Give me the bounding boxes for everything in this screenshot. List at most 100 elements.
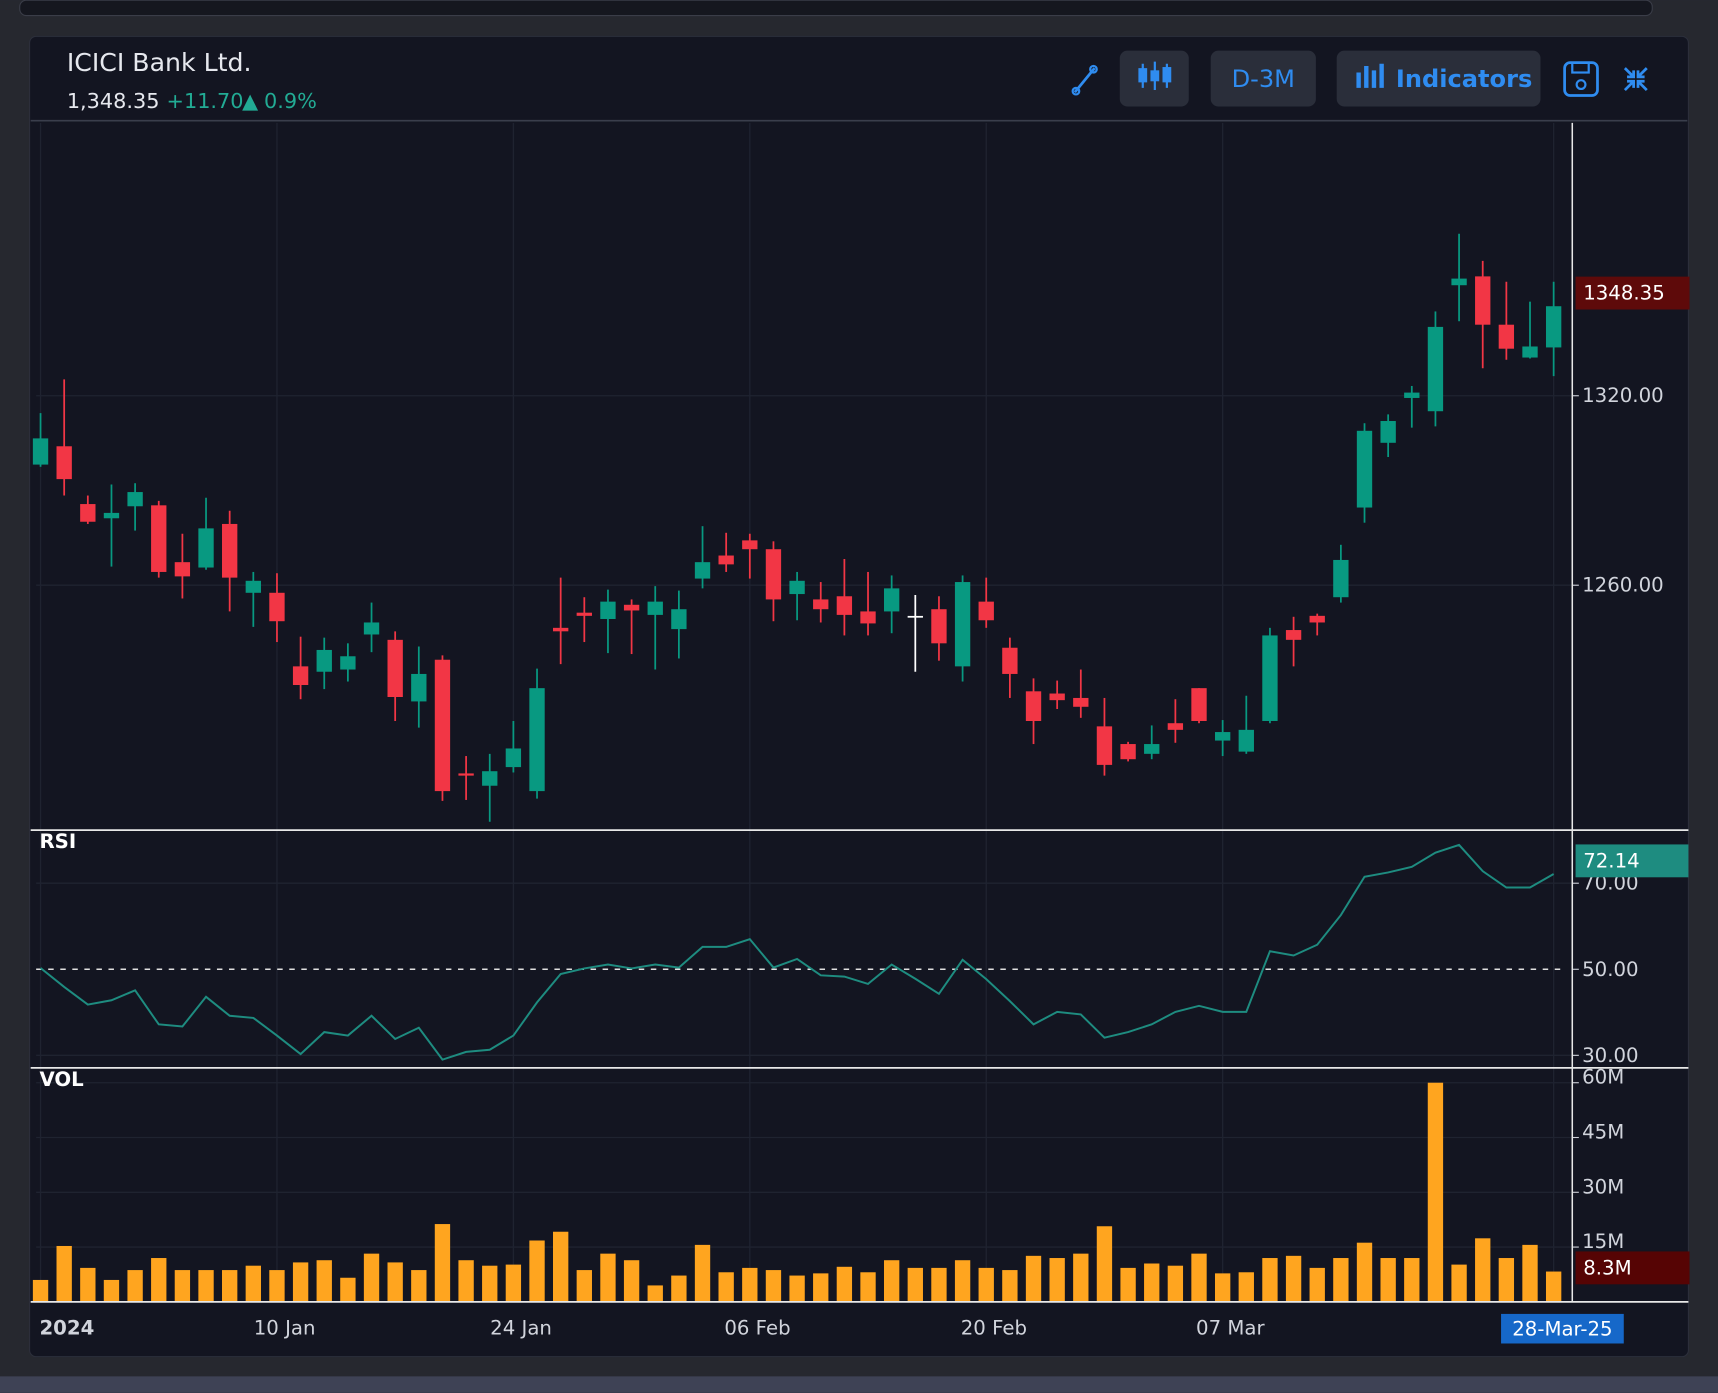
candle-body xyxy=(931,609,947,644)
candle-body xyxy=(883,588,900,612)
volume-bar xyxy=(363,1253,380,1302)
candle-body xyxy=(245,580,261,593)
candle-body xyxy=(1309,615,1325,623)
bottom-strip xyxy=(0,1376,1718,1393)
candle-body xyxy=(671,609,687,630)
volume-bar xyxy=(1049,1258,1065,1302)
chart-panel xyxy=(29,35,1689,1358)
indicators-label: Indicators xyxy=(1396,65,1532,93)
volume-bar xyxy=(694,1244,711,1302)
save-icon xyxy=(1571,61,1590,74)
last-price-bg xyxy=(1575,276,1690,310)
candle-body xyxy=(1049,693,1065,701)
volume-bar xyxy=(765,1270,782,1302)
pane-title: VOL xyxy=(39,1068,84,1091)
volume-bar xyxy=(103,1279,120,1302)
candle-body xyxy=(954,582,971,667)
volume-bar xyxy=(80,1267,96,1302)
volume-bar xyxy=(411,1270,427,1302)
candle-body xyxy=(292,666,309,685)
candle-body xyxy=(198,528,214,568)
candle-body xyxy=(1002,647,1018,674)
candle-body xyxy=(458,773,474,776)
draw-tool-button[interactable] xyxy=(1071,64,1098,96)
volume-bar xyxy=(1285,1255,1302,1302)
candle-body xyxy=(482,771,498,786)
pencil-dot xyxy=(1071,86,1081,96)
volume-bar xyxy=(482,1265,498,1302)
volume-bar xyxy=(671,1275,687,1302)
volume-bar xyxy=(553,1231,569,1302)
volume-bar xyxy=(32,1279,49,1302)
volume-bar xyxy=(340,1277,356,1302)
candle-body xyxy=(1214,732,1231,741)
volume-bar xyxy=(1238,1272,1254,1302)
volume-bar xyxy=(505,1264,522,1302)
volume-bar xyxy=(789,1275,805,1302)
candle-body xyxy=(718,555,734,565)
volume-bar xyxy=(860,1272,876,1302)
candle-body xyxy=(1262,635,1278,721)
candle-icon xyxy=(1150,70,1160,82)
volume-bar xyxy=(813,1273,829,1302)
volume-bar xyxy=(742,1267,758,1302)
x-tick-label: 2024 xyxy=(39,1317,94,1340)
y-tick-label: 45M xyxy=(1582,1121,1624,1144)
candle-body xyxy=(1522,346,1538,358)
chart-type-button[interactable] xyxy=(1119,50,1189,107)
volume-bar xyxy=(1522,1244,1538,1302)
candle-body xyxy=(434,659,451,792)
candle-body xyxy=(1025,691,1042,721)
volume-bar xyxy=(1167,1265,1184,1302)
volume-bar xyxy=(647,1285,663,1302)
collapse-button[interactable] xyxy=(1623,67,1648,92)
y-tick-label: 1260.00 xyxy=(1582,574,1664,597)
volume-bar xyxy=(1380,1258,1396,1302)
volume-bar xyxy=(718,1272,734,1302)
candle-body xyxy=(978,601,994,621)
save-button[interactable] xyxy=(1563,61,1599,97)
plot-area: 2024 10 Jan 24 Jan 06 Feb 20 Feb 07 Mar 28-Mar… xyxy=(30,122,1690,1344)
candle-body xyxy=(860,611,876,624)
candle-body xyxy=(529,688,545,792)
change-arrow: ▲ xyxy=(242,89,258,113)
period-button[interactable]: D-3M xyxy=(1210,50,1316,107)
volume-bar xyxy=(576,1270,592,1302)
price-change: +11.70 xyxy=(167,89,244,113)
candle-body xyxy=(647,601,663,615)
rsi-line xyxy=(39,843,1555,1061)
volume-bar xyxy=(978,1267,994,1302)
candle-body xyxy=(742,540,758,550)
candle-body xyxy=(127,492,143,507)
volume-bar xyxy=(1498,1258,1515,1302)
volume-bar xyxy=(907,1267,923,1302)
last-price: 1,348.35 xyxy=(67,89,160,113)
candle-body xyxy=(1167,723,1184,730)
volume-bar xyxy=(931,1267,947,1302)
volume-value-label: 8.3M xyxy=(1583,1256,1631,1279)
symbol-title: ICICI Bank Ltd. xyxy=(67,48,252,77)
candle-body xyxy=(1545,306,1562,348)
y-tick-label: 15M xyxy=(1582,1230,1624,1253)
volume-bar xyxy=(1475,1238,1491,1302)
candle-body xyxy=(363,622,380,635)
candle-body xyxy=(813,599,829,610)
last-price-label: 1348.35 xyxy=(1583,282,1665,305)
volume-bar xyxy=(1309,1267,1325,1302)
candle-body xyxy=(600,601,616,620)
candle-icon xyxy=(1162,67,1172,83)
candle-body xyxy=(623,604,640,611)
top-bar xyxy=(19,0,1653,17)
y-tick-label: 60M xyxy=(1582,1066,1624,1089)
volume-bar xyxy=(1451,1264,1467,1302)
indicators-button[interactable]: Indicators xyxy=(1336,50,1541,107)
candle-body xyxy=(387,639,403,697)
candle-body xyxy=(694,562,711,579)
candle-body xyxy=(411,673,427,702)
candle-body xyxy=(1333,559,1349,598)
indicators-icon xyxy=(1356,63,1384,88)
candle-body xyxy=(151,505,167,572)
candle-body xyxy=(174,562,191,577)
rsi-value-label: 72.14 xyxy=(1583,849,1639,872)
